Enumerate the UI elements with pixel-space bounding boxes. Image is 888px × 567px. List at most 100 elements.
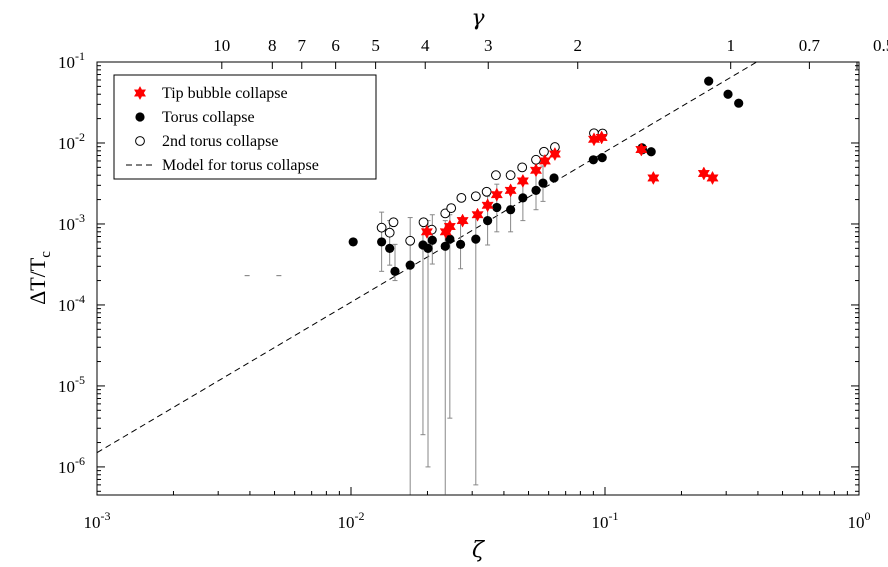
top-tick-label: 2 [573,36,582,55]
x-tick-label: 10-1 [592,509,619,532]
error-bar [387,220,393,266]
error-bar [407,217,413,495]
data-point [697,166,710,181]
data-point [471,234,481,244]
data-point [704,76,714,86]
top-tick-label: 0.5 [873,36,888,55]
data-point [481,198,494,213]
model-line [96,61,757,454]
data-point [538,178,548,188]
data-point [456,213,469,228]
data-point [518,193,528,203]
legend-item: Model for torus collapse [126,157,319,174]
data-point [723,89,733,99]
data-point [549,173,559,183]
data-point [440,241,450,251]
ticks-layer: 10-3 10-2 10-1 100 10-6 10-5 10-4 10-3 10-2 10-1 1… [58,36,888,532]
x-tick-label: 10-2 [338,509,365,532]
y-tick-label: 10-5 [58,373,85,396]
y-axis-label: ΔT/Tc [25,251,54,305]
data-point [483,216,493,226]
data-point [445,234,455,244]
data-point [490,187,503,202]
labels-layer: ζ γ ΔT/Tc [25,6,486,563]
data-point [531,154,541,165]
data-point [517,162,528,173]
data-point [455,239,466,249]
top-tick-label: 0.7 [799,36,821,55]
data-point [531,185,541,195]
data-point [491,170,501,181]
data-point [597,152,607,163]
data-point [529,163,543,178]
data-point [505,170,516,181]
data-point [481,186,492,197]
x-tick-label: 10-3 [84,509,111,532]
top-axis-label: γ [471,6,485,31]
data-point [506,205,516,215]
data-point [539,146,549,157]
data-point [538,153,552,168]
data-point [405,235,416,246]
data-point [348,237,358,247]
data-point [390,266,400,276]
data-point [548,147,561,162]
data-point [446,203,457,214]
top-tick-label: 4 [421,36,430,55]
legend-label: Torus collapse [162,109,255,126]
data-point [588,155,598,165]
legend-item: 2nd torus collapse [135,133,278,150]
data-point [470,191,481,202]
data-points-layer [348,76,744,276]
data-point [405,260,415,270]
legend: Tip bubble collapse Torus collapse 2nd tor… [113,74,377,180]
data-point [734,98,744,108]
data-point [595,130,608,145]
legend-marker [135,136,145,146]
data-point [647,170,660,185]
top-tick-label: 1 [726,36,735,55]
legend-label: 2nd torus collapse [162,133,278,150]
top-tick-label: 6 [331,36,340,55]
data-point [427,235,437,245]
data-point [420,224,434,239]
series-torus-collapse [348,76,744,276]
data-point [388,217,399,228]
data-point [635,142,648,157]
top-tick-label: 3 [484,36,493,55]
y-axis-label-main: ΔT/T [25,257,50,305]
error-bar [473,211,479,486]
y-tick-label: 10-4 [58,292,85,315]
top-tick-label: 8 [268,36,277,55]
data-point [646,147,656,157]
y-tick-label: 10-2 [58,130,85,153]
error-bar [442,220,448,495]
data-point [456,192,467,203]
model-line-layer [96,61,757,454]
data-point [385,243,395,253]
data-point [376,222,387,233]
plot-area-frame [96,61,860,496]
series-tip-bubble-collapse [420,130,719,239]
legend-label: Model for torus collapse [162,157,319,174]
legend-marker [135,112,145,122]
top-tick-label: 7 [298,36,307,55]
data-point [504,183,517,198]
y-tick-label: 10-3 [58,211,85,234]
x-axis-label: ζ [472,538,486,563]
data-point [423,243,433,253]
data-point [443,219,456,234]
data-point [384,227,395,238]
data-point [492,202,502,213]
top-tick-label: 10 [213,36,230,55]
data-point [516,173,529,188]
legend-item: Tip bubble collapse [133,85,288,102]
data-point [377,237,387,247]
legend-item: Torus collapse [135,109,255,126]
data-point [471,207,484,222]
axes-layer [96,61,860,496]
legend-label: Tip bubble collapse [162,85,288,102]
data-point [418,217,429,228]
top-tick-label: 5 [371,36,380,55]
